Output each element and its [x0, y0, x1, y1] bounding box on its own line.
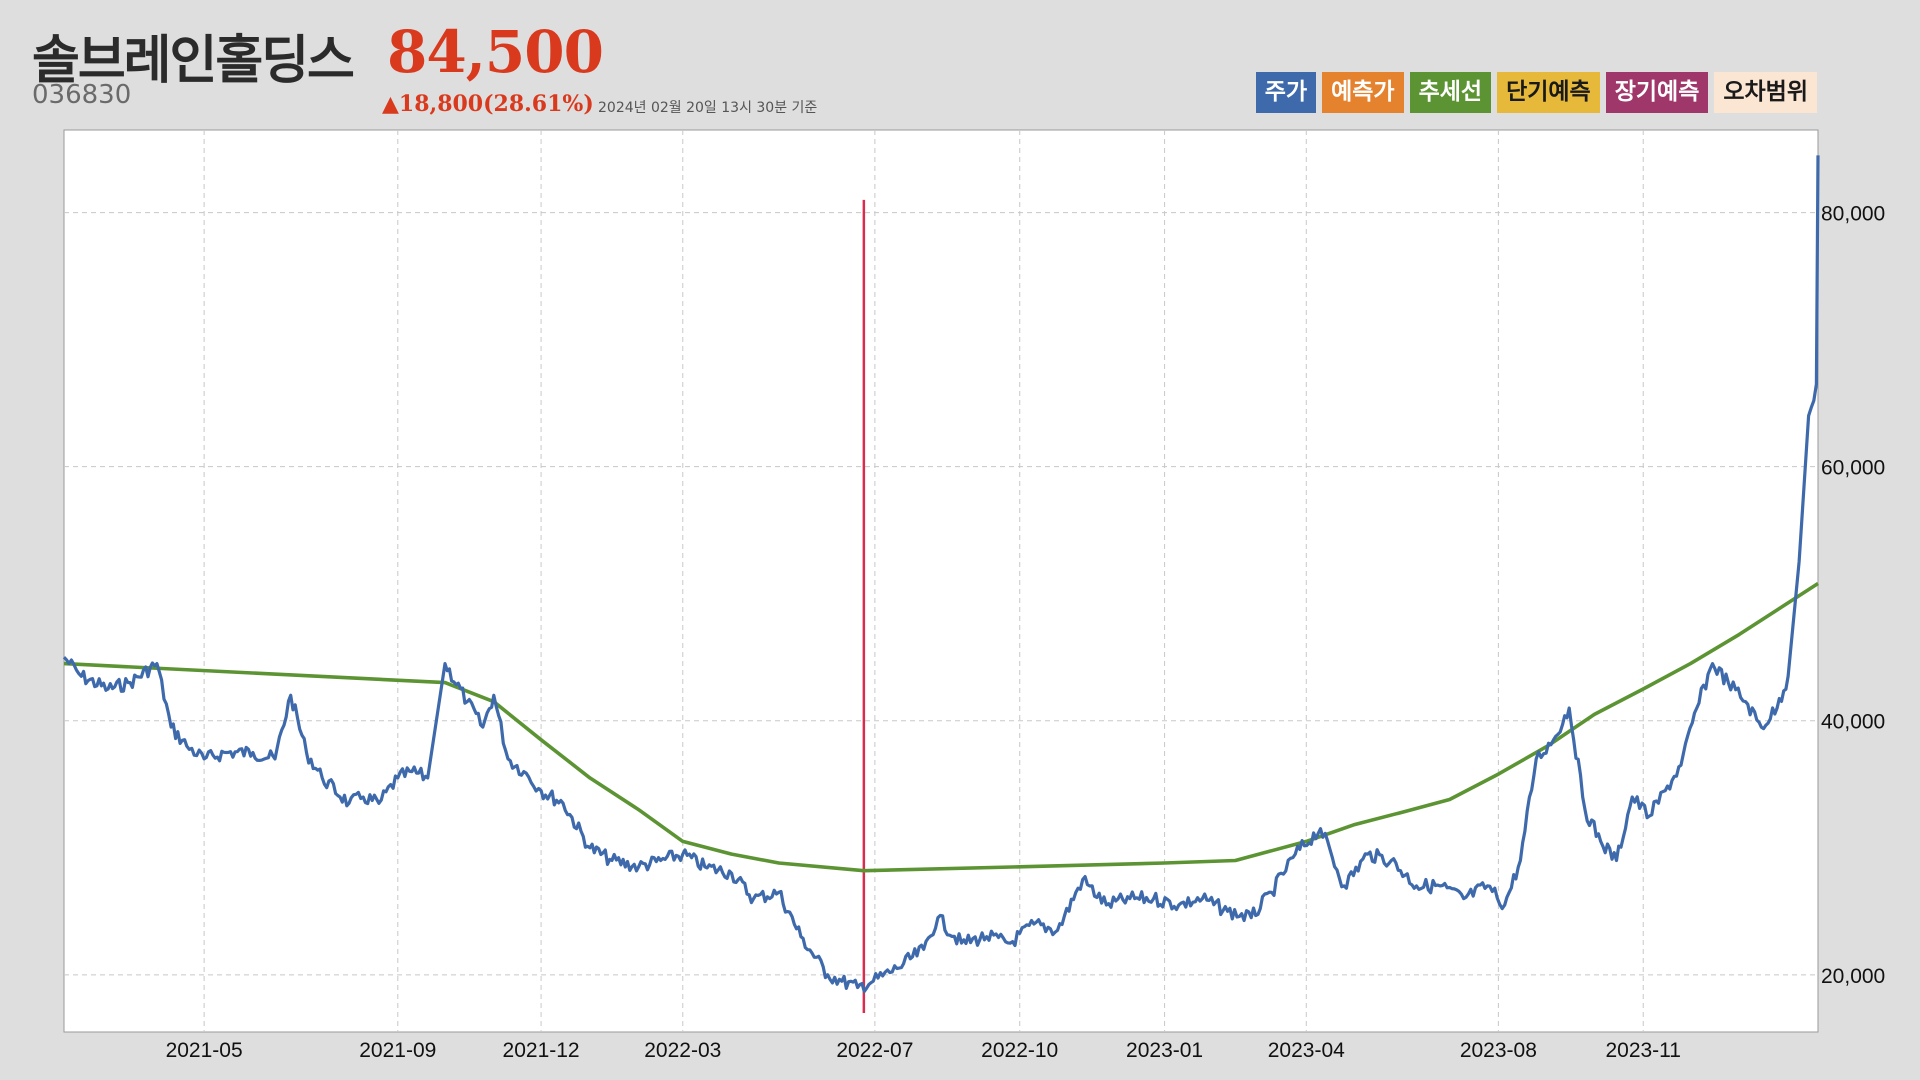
stock-name: 솔브레인홀딩스 — [32, 31, 355, 91]
x-tick-label: 2023-01 — [1126, 1039, 1203, 1062]
y-tick-label: 60,000 — [1821, 457, 1885, 480]
price-change: ▲18,800(28.61%) — [382, 91, 594, 117]
stock-code: 036830 — [32, 80, 132, 110]
y-tick-label: 40,000 — [1821, 711, 1885, 734]
as-of-timestamp: 2024년 02월 20일 13시 30분 기준 — [598, 100, 818, 116]
legend-item: 추세선 — [1409, 72, 1492, 113]
x-tick-label: 2021-12 — [503, 1039, 580, 1062]
x-tick-label: 2023-08 — [1460, 1039, 1537, 1062]
x-tick-label: 2021-09 — [359, 1039, 436, 1062]
y-tick-label: 20,000 — [1821, 965, 1885, 988]
trend-series-line — [63, 581, 1819, 873]
x-tick-label: 2022-07 — [836, 1039, 913, 1062]
x-tick-label: 2022-10 — [981, 1039, 1058, 1062]
plot-area — [63, 129, 1819, 1033]
legend-item: 오차범위 — [1714, 72, 1817, 113]
current-price: 84,500 — [387, 18, 604, 86]
chart-legend: 주가 예측가 추세선 단기예측 장기예측 오차범위 — [1255, 72, 1817, 113]
legend-item: 단기예측 — [1497, 72, 1600, 113]
legend-item: 예측가 — [1322, 72, 1404, 113]
legend-item: 장기예측 — [1605, 72, 1709, 113]
stock-header: 솔브레인홀딩스 84,500 036830 ▲18,800(28.61%) 20… — [0, 0, 1920, 125]
price-series-line — [62, 155, 1820, 994]
x-tick-label: 2022-03 — [644, 1039, 721, 1062]
x-tick-label: 2021-05 — [166, 1039, 243, 1062]
x-tick-label: 2023-11 — [1605, 1039, 1681, 1062]
legend-item: 주가 — [1255, 72, 1317, 113]
y-tick-label: 80,000 — [1821, 203, 1885, 226]
x-tick-label: 2023-04 — [1268, 1039, 1345, 1062]
